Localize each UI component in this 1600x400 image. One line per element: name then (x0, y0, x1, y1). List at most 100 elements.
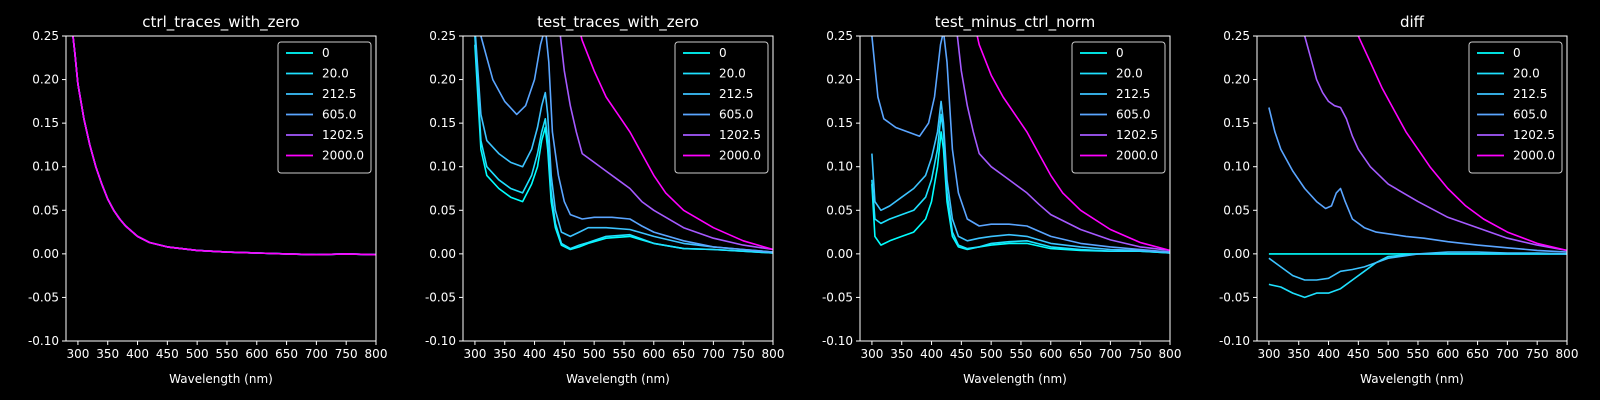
subplot-2-legend-label-4: 1202.5 (719, 128, 761, 142)
subplot-2-x-tick-label-6: 600 (642, 347, 665, 361)
subplot-2-x-tick-label-8: 700 (702, 347, 725, 361)
subplot-1-y-tick-label-7: 0.25 (32, 29, 59, 43)
subplot-3-x-tick-label-6: 600 (1039, 347, 1062, 361)
subplot-2-y-tick-label-0: -0.10 (425, 334, 456, 348)
subplot-2-legend-label-3: 605.0 (719, 108, 753, 122)
subplot-4-series-line-4 (1303, 36, 1567, 252)
subplot-4-series-group (1268, 36, 1567, 299)
subplot-4-y-tick-label-2: 0.00 (1223, 247, 1250, 261)
subplot-4-x-tick-label-6: 600 (1436, 347, 1459, 361)
subplot-1-x-tick-label-7: 650 (275, 347, 298, 361)
subplot-4-x-tick-label-9: 750 (1526, 347, 1549, 361)
subplot-1-legend-label-3: 605.0 (322, 108, 356, 122)
subplot-2-x-tick-label-4: 500 (583, 347, 606, 361)
subplot-2-legend-box (674, 41, 769, 174)
subplot-2-y-tick-label-7: 0.25 (429, 29, 456, 43)
subplot-1-legend-label-2: 212.5 (322, 87, 356, 101)
subplot-3-x-tick-label-2: 400 (920, 347, 943, 361)
subplot-1-legend: 0 20.0 212.5 605.0 1202.5 2000.0 (277, 41, 372, 174)
subplot-1-legend-label-4: 1202.5 (322, 128, 364, 142)
subplot-3: test_minus_ctrl_norm Wavelength (nm) 300… (822, 13, 1182, 386)
subplot-4-legend-label-4: 1202.5 (1513, 128, 1555, 142)
subplot-2-x-tick-label-1: 350 (493, 347, 516, 361)
subplot-1-x-tick-label-2: 400 (126, 347, 149, 361)
subplot-4-legend-label-0: 0 (1513, 46, 1521, 60)
subplot-3-legend-label-1: 20.0 (1116, 67, 1143, 81)
subplot-2-legend-label-1: 20.0 (719, 67, 746, 81)
subplot-2-y-tick-label-3: 0.05 (429, 203, 456, 217)
subplot-3-x-tick-label-8: 700 (1099, 347, 1122, 361)
subplot-2-x-tick-label-3: 450 (553, 347, 576, 361)
subplot-3-legend-label-2: 212.5 (1116, 87, 1150, 101)
subplot-3-y-tick-label-5: 0.15 (826, 116, 853, 130)
subplot-2-x-tick-label-9: 750 (732, 347, 755, 361)
subplot-3-legend-label-5: 2000.0 (1116, 149, 1158, 163)
subplot-3-legend-label-0: 0 (1116, 46, 1124, 60)
subplot-1-y-tick-label-6: 0.20 (32, 73, 59, 87)
subplot-4-y-tick-label-6: 0.20 (1223, 73, 1250, 87)
subplot-4-x-tick-label-4: 500 (1377, 347, 1400, 361)
subplot-3-y-tick-label-3: 0.05 (826, 203, 853, 217)
subplot-4-x-tick-label-0: 300 (1257, 347, 1280, 361)
subplot-1-series-line-5 (72, 36, 376, 256)
subplot-1-y-tick-label-0: -0.10 (28, 334, 59, 348)
subplot-3-series-line-1 (871, 113, 1170, 254)
subplot-1-x-tick-label-3: 450 (156, 347, 179, 361)
subplot-3-x-tick-label-5: 550 (1010, 347, 1033, 361)
subplot-3-title: test_minus_ctrl_norm (935, 13, 1096, 32)
subplot-4-series-line-2 (1268, 251, 1567, 281)
subplot-4-y-tick-label-3: 0.05 (1223, 203, 1250, 217)
subplot-4-legend-box (1468, 41, 1563, 174)
subplot-1-x-tick-label-0: 300 (66, 347, 89, 361)
subplot-4-y-tick-label-1: -0.05 (1219, 290, 1250, 304)
subplot-3-series-line-4 (956, 36, 1170, 252)
subplot-2-x-tick-label-7: 650 (672, 347, 695, 361)
subplot-2-legend-label-2: 212.5 (719, 87, 753, 101)
subplot-1-x-tick-label-9: 750 (335, 347, 358, 361)
subplot-3-series-line-2 (871, 100, 1170, 253)
subplot-1-x-tick-label-8: 700 (305, 347, 328, 361)
subplot-3-x-tick-label-10: 800 (1159, 347, 1182, 361)
subplot-2-y-tick-label-2: 0.00 (429, 247, 456, 261)
subplot-1-title: ctrl_traces_with_zero (142, 13, 299, 32)
subplot-2-xlabel: Wavelength (nm) (566, 372, 670, 386)
subplot-4-legend-label-3: 605.0 (1513, 108, 1547, 122)
subplot-1-y-tick-label-5: 0.15 (32, 116, 59, 130)
subplot-3-y-tick-label-4: 0.10 (826, 160, 853, 174)
subplot-4-x-tick-label-3: 450 (1347, 347, 1370, 361)
subplot-4-x-tick-label-2: 400 (1317, 347, 1340, 361)
subplot-2-y-tick-label-4: 0.10 (429, 160, 456, 174)
subplot-3-x-tick-label-7: 650 (1069, 347, 1092, 361)
subplot-4-y-tick-label-5: 0.15 (1223, 116, 1250, 130)
subplot-1: ctrl_traces_with_zero Wavelength (nm) 30… (28, 13, 388, 386)
subplot-4-legend-label-1: 20.0 (1513, 67, 1540, 81)
subplot-4-y-tick-label-7: 0.25 (1223, 29, 1250, 43)
subplot-3-legend-box (1071, 41, 1166, 174)
subplot-4: diff Wavelength (nm) 300 350 400 450 500 550 6… (1219, 13, 1579, 386)
subplot-1-axes-frame (65, 35, 377, 342)
subplot-1-xlabel: Wavelength (nm) (169, 372, 273, 386)
subplot-1-x-tick-label-1: 350 (96, 347, 119, 361)
subplot-2-series-line-3 (480, 36, 773, 253)
subplot-2-series-line-1 (474, 36, 773, 254)
subplot-2-legend-label-5: 2000.0 (719, 149, 761, 163)
subplot-3-legend: 0 20.0 212.5 605.0 1202.5 2000.0 (1071, 41, 1166, 174)
subplot-1-y-tick-label-2: 0.00 (32, 247, 59, 261)
subplot-4-series-line-5 (1357, 36, 1567, 252)
subplot-2-title: test_traces_with_zero (537, 13, 699, 32)
subplot-2-axes-frame (462, 35, 774, 342)
subplot-4-x-tick-label-7: 650 (1466, 347, 1489, 361)
subplot-2-y-tick-label-1: -0.05 (425, 290, 456, 304)
subplot-3-y-tick-label-2: 0.00 (826, 247, 853, 261)
subplot-2-series-group (474, 36, 773, 254)
subplot-4-series-line-1 (1268, 253, 1567, 299)
subplot-1-legend-label-1: 20.0 (322, 67, 349, 81)
subplot-3-series-line-0 (871, 131, 1170, 254)
subplot-3-series-line-3 (871, 36, 1170, 253)
subplot-2-series-line-4 (559, 36, 773, 251)
subplot-2-series-line-2 (474, 36, 773, 253)
subplot-4-x-tick-label-8: 700 (1496, 347, 1519, 361)
subplot-2: test_traces_with_zero Wavelength (nm) 30… (425, 13, 785, 386)
subplot-3-legend-label-4: 1202.5 (1116, 128, 1158, 142)
subplot-1-series-group (72, 36, 376, 256)
